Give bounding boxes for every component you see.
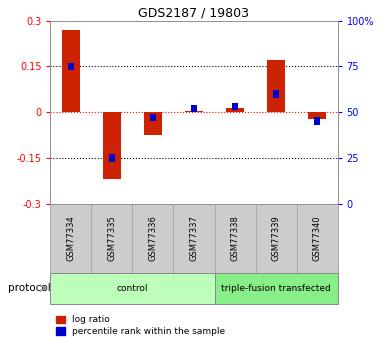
Bar <box>215 204 256 273</box>
Bar <box>103 112 121 179</box>
Bar <box>132 204 173 273</box>
Bar <box>173 204 215 273</box>
Bar <box>256 204 296 273</box>
Text: GSM77334: GSM77334 <box>66 215 75 261</box>
Bar <box>144 112 162 135</box>
Bar <box>308 112 326 119</box>
Bar <box>109 154 115 162</box>
Text: GSM77337: GSM77337 <box>189 215 199 261</box>
Bar <box>50 273 215 304</box>
Text: GSM77339: GSM77339 <box>272 215 281 261</box>
Bar <box>232 103 238 110</box>
Bar <box>267 60 285 112</box>
Bar <box>68 62 74 70</box>
Text: GSM77338: GSM77338 <box>230 215 239 261</box>
Text: protocol: protocol <box>8 283 50 293</box>
Bar <box>226 108 244 112</box>
Legend: log ratio, percentile rank within the sample: log ratio, percentile rank within the sa… <box>55 315 226 337</box>
Title: GDS2187 / 19803: GDS2187 / 19803 <box>139 7 249 20</box>
Bar <box>215 273 338 304</box>
Text: GSM77336: GSM77336 <box>149 215 158 261</box>
Text: control: control <box>117 284 148 293</box>
Bar <box>191 105 197 112</box>
Bar <box>50 204 92 273</box>
Text: GSM77335: GSM77335 <box>107 215 116 261</box>
Bar <box>62 30 80 112</box>
Bar <box>273 90 279 98</box>
Bar <box>185 111 203 112</box>
Bar <box>92 204 132 273</box>
Bar <box>314 117 320 125</box>
Bar <box>150 114 156 121</box>
Bar <box>296 204 338 273</box>
Text: triple-fusion transfected: triple-fusion transfected <box>221 284 331 293</box>
Text: GSM77340: GSM77340 <box>313 215 322 261</box>
